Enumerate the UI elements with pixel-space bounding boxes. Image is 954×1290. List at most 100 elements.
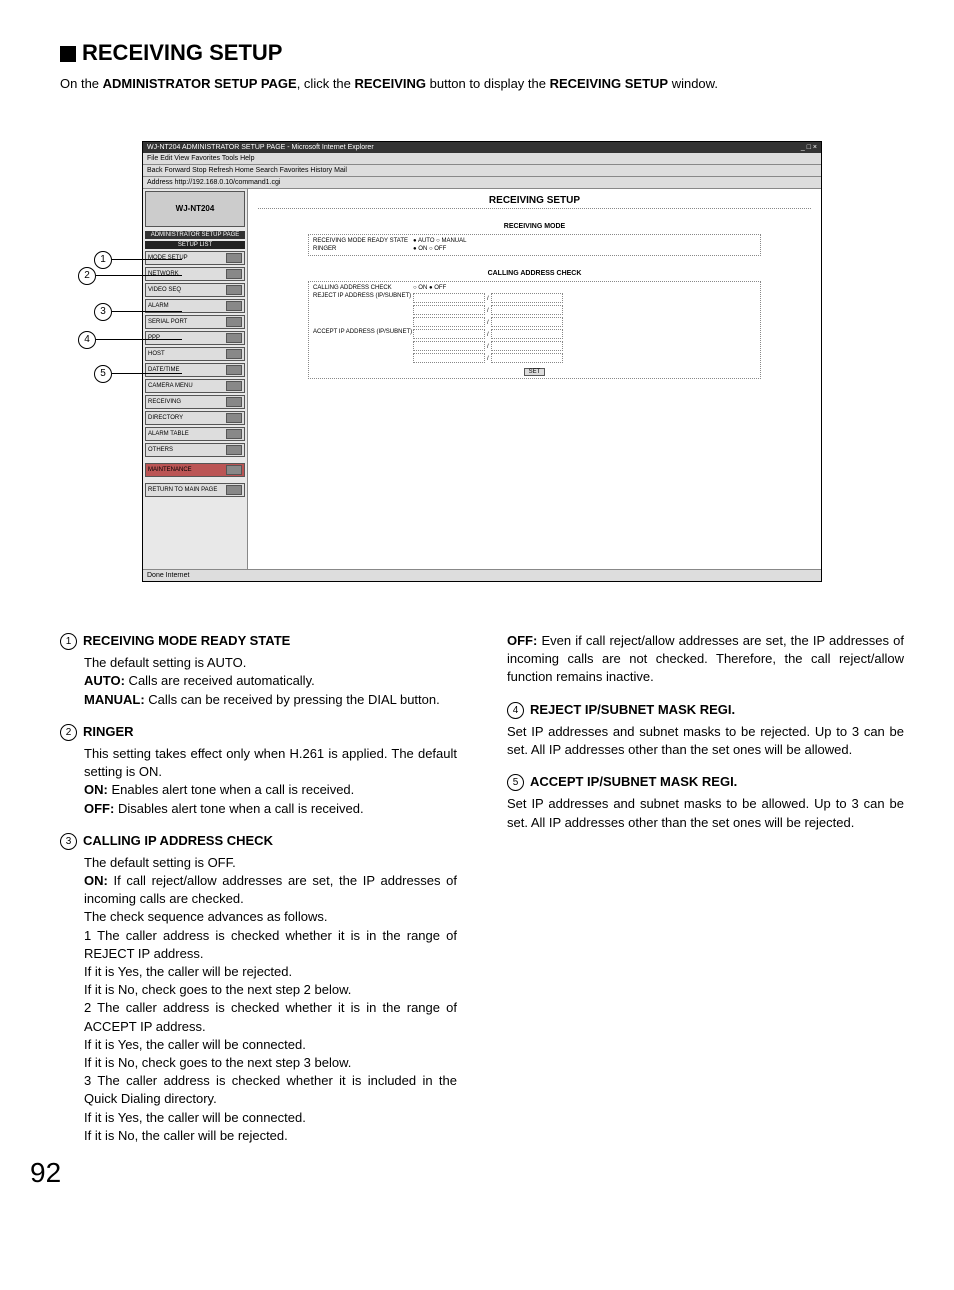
sidebar-label: HOST — [148, 351, 165, 357]
sidebar-item-alarm-table[interactable]: ALARM TABLE — [145, 427, 245, 441]
right-column: OFF: Even if call reject/allow addresses… — [507, 632, 904, 1159]
desc-num-5: 5 — [507, 774, 524, 791]
intro-prefix: On the — [60, 76, 103, 91]
sidebar-item-date-time[interactable]: DATE/TIME — [145, 363, 245, 377]
page-number: 92 — [30, 1157, 61, 1189]
window-controls: _ □ × — [801, 144, 817, 151]
desc-num-2: 2 — [60, 724, 77, 741]
ringer-options[interactable]: ● ON ○ OFF — [413, 246, 756, 252]
intro-bold2: RECEIVING — [355, 76, 427, 91]
ringer-row: RINGER ● ON ○ OFF — [313, 245, 756, 253]
intro-mid1: , click the — [297, 76, 355, 91]
sidebar-item-directory[interactable]: DIRECTORY — [145, 411, 245, 425]
sidebar-label: RECEIVING — [148, 399, 181, 405]
sidebar-btn-icon — [226, 349, 242, 359]
sidebar-item-others[interactable]: OTHERS — [145, 443, 245, 457]
d1-l3a: MANUAL: — [84, 692, 145, 707]
desc-title-2: RINGER — [83, 724, 134, 739]
sidebar-label: SERIAL PORT — [148, 319, 187, 325]
accept-row-3: / — [313, 352, 756, 364]
desc-body-3: The default setting is OFF. ON: If call … — [84, 854, 457, 1145]
setup-list-header: SETUP LIST — [145, 241, 245, 249]
reject-row-2: / — [313, 304, 756, 316]
reject-row-1: REJECT IP ADDRESS (IP/SUBNET) / — [313, 292, 756, 304]
sidebar-item-mode-setup[interactable]: MODE SETUP — [145, 251, 245, 265]
sidebar-label: ALARM — [148, 303, 169, 309]
browser-statusbar: Done Internet — [143, 569, 821, 581]
intro-mid2: button to display the — [426, 76, 550, 91]
sidebar-btn-icon — [226, 301, 242, 311]
reject-subnet-input[interactable] — [491, 305, 563, 315]
sidebar-item-host[interactable]: HOST — [145, 347, 245, 361]
sidebar-label: NETWORK — [148, 271, 179, 277]
accept-subnet-input[interactable] — [491, 329, 563, 339]
browser-addressbar: Address http://192.168.0.10/command1.cgi — [143, 177, 821, 189]
check-options[interactable]: ○ ON ● OFF — [413, 285, 756, 291]
desc-body-2: This setting takes effect only when H.26… — [84, 745, 457, 818]
admin-header: ADMINISTRATOR SETUP PAGE — [145, 231, 245, 239]
sidebar-label: ALARM TABLE — [148, 431, 189, 437]
reject-subnet-input[interactable] — [491, 293, 563, 303]
ringer-label: RINGER — [313, 246, 413, 252]
accept-ip-input[interactable] — [413, 329, 485, 339]
accept-ip-input[interactable] — [413, 341, 485, 351]
reject-ip-input[interactable] — [413, 317, 485, 327]
d1-l2b: Calls are received automatically. — [125, 673, 315, 688]
set-button[interactable]: SET — [524, 368, 546, 376]
mode-section-title: RECEIVING MODE — [258, 223, 811, 230]
product-logo: WJ-NT204 — [145, 191, 245, 227]
sidebar-item-video-seq[interactable]: VIDEO SEQ — [145, 283, 245, 297]
desc-num-1: 1 — [60, 633, 77, 650]
browser-title: WJ-NT204 ADMINISTRATOR SETUP PAGE - Micr… — [147, 144, 374, 151]
sidebar-btn-icon — [226, 253, 242, 263]
desc-num-3: 3 — [60, 833, 77, 850]
sidebar-label: OTHERS — [148, 447, 173, 453]
sidebar-item-maintenance[interactable]: MAINTENANCE — [145, 463, 245, 477]
accept-inputs-3: / — [413, 353, 756, 363]
reject-inputs-3: / — [413, 317, 756, 327]
intro-bold3: RECEIVING SETUP — [550, 76, 668, 91]
screenshot-area: 1 2 3 4 5 WJ-NT204 ADMINISTRATOR SETUP P… — [142, 141, 822, 582]
accept-label: ACCEPT IP ADDRESS (IP/SUBNET) — [313, 329, 413, 339]
desc-item-2: 2 RINGER This setting takes effect only w… — [60, 723, 457, 818]
reject-subnet-input[interactable] — [491, 317, 563, 327]
desc-title-5: ACCEPT IP/SUBNET MASK REGI. — [530, 774, 737, 789]
sidebar-item-network[interactable]: NETWORK — [145, 267, 245, 281]
sidebar-item-return[interactable]: RETURN TO MAIN PAGE — [145, 483, 245, 497]
desc-body-5: Set IP addresses and subnet masks to be … — [507, 795, 904, 831]
sidebar-item-receiving[interactable]: RECEIVING — [145, 395, 245, 409]
callout-line-1 — [112, 259, 182, 260]
sidebar-item-ppp[interactable]: PPP — [145, 331, 245, 345]
d1-l2a: AUTO: — [84, 673, 125, 688]
d3-l11: If it is Yes, the caller will be connect… — [84, 1110, 306, 1125]
accept-subnet-input[interactable] — [491, 353, 563, 363]
sidebar-label: CAMERA MENU — [148, 383, 193, 389]
receiving-mode-box: RECEIVING MODE READY STATE ● AUTO ○ MANU… — [308, 234, 761, 256]
set-button-row: SET — [313, 368, 756, 376]
sidebar-label: RETURN TO MAIN PAGE — [148, 487, 217, 493]
sidebar-btn-icon — [226, 413, 242, 423]
sidebar-label: VIDEO SEQ — [148, 287, 181, 293]
d1-l3b: Calls can be received by pressing the DI… — [145, 692, 440, 707]
sidebar-label: MODE SETUP — [148, 255, 188, 261]
d3off-b: Even if call reject/allow addresses are … — [507, 633, 904, 684]
reject-ip-input[interactable] — [413, 293, 485, 303]
intro-bold1: ADMINISTRATOR SETUP PAGE — [103, 76, 297, 91]
desc-3-off: OFF: Even if call reject/allow addresses… — [507, 632, 904, 687]
accept-ip-input[interactable] — [413, 353, 485, 363]
accept-subnet-input[interactable] — [491, 341, 563, 351]
d3-l12: If it is No, the caller will be rejected… — [84, 1128, 288, 1143]
section-title: RECEIVING SETUP — [60, 40, 904, 66]
d1-l1: The default setting is AUTO. — [84, 655, 246, 670]
sidebar-btn-icon — [226, 285, 242, 295]
reject-ip-input[interactable] — [413, 305, 485, 315]
check-label: CALLING ADDRESS CHECK — [313, 285, 413, 291]
sidebar-label: DIRECTORY — [148, 415, 183, 421]
sidebar-btn-icon — [226, 485, 242, 495]
sidebar-btn-icon — [226, 429, 242, 439]
desc-item-4: 4REJECT IP/SUBNET MASK REGI. Set IP addr… — [507, 701, 904, 760]
d3-l1: The default setting is OFF. — [84, 855, 236, 870]
receiving-mode-options[interactable]: ● AUTO ○ MANUAL — [413, 238, 756, 244]
sidebar-item-camera-menu[interactable]: CAMERA MENU — [145, 379, 245, 393]
sidebar-item-serial-port[interactable]: SERIAL PORT — [145, 315, 245, 329]
